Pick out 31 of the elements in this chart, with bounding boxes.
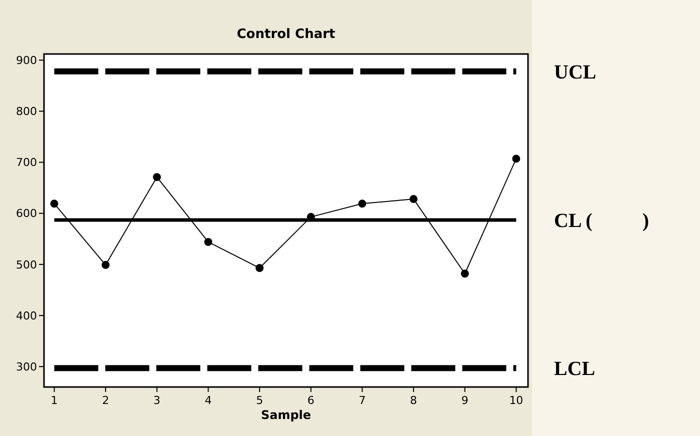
y-tick-label: 300 [16,360,37,374]
point [410,195,418,204]
point [152,173,161,182]
y-tick-label: 500 [16,258,37,272]
point [102,260,110,269]
point [256,264,264,272]
x-tick-label: 4 [204,394,212,407]
chart-title: Control Chart [236,27,336,42]
x-tick-label: 2 [102,394,110,407]
x-tick-label: 5 [256,394,264,407]
x-tick-label: 3 [153,394,160,407]
y-tick-label: 600 [16,207,37,220]
point [204,238,212,246]
x-tick-label: 10 [509,394,524,407]
ref-line-label: UCL [554,61,596,84]
point [50,200,58,208]
x-tick-label: 9 [461,394,468,407]
point [512,154,520,163]
ref-line-label: CL ( ) [554,210,649,232]
point [358,200,366,208]
y-tick-label: 400 [16,309,37,322]
point [460,270,469,278]
x-tick-label: 7 [358,394,366,407]
x-tick-label: 6 [307,394,314,407]
y-tick-label: 800 [16,105,37,118]
y-tick-label: 700 [16,156,37,170]
x-tick-label: 8 [410,394,418,407]
x-tick-label: 1 [50,394,58,407]
y-tick-label: 900 [16,54,37,67]
x-axis-title: Sample [260,408,312,422]
ref-line-label: LCL [554,358,596,380]
